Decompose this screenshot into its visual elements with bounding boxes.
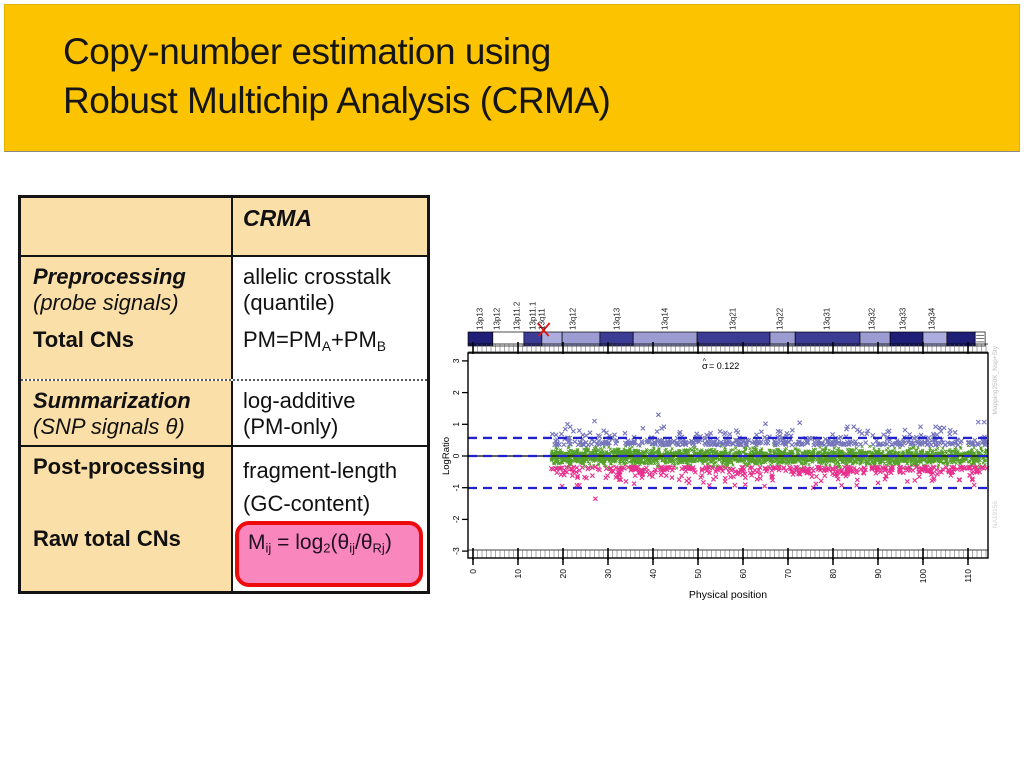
header-blank-cell bbox=[21, 198, 233, 255]
svg-text:-2: -2 bbox=[451, 515, 461, 523]
slide-title: Copy-number estimation using Robust Mult… bbox=[63, 27, 611, 125]
table-row-preprocessing: Preprocessing (probe signals) allelic cr… bbox=[21, 255, 427, 320]
svg-text:0: 0 bbox=[468, 569, 478, 574]
svg-text:13q31: 13q31 bbox=[823, 307, 832, 330]
total-cns-label: Total CNs bbox=[21, 320, 233, 379]
post-processing-label: Post-processing bbox=[21, 447, 233, 524]
formula-close: ) bbox=[384, 531, 392, 554]
preprocessing-value-line2: (quantile) bbox=[243, 289, 335, 315]
genome-logratio-chart: 13p13 13p12 13p11.2 13p11.1 13q11 13q12 13q13 1… bbox=[440, 288, 1024, 612]
svg-text:LogRatio: LogRatio bbox=[441, 437, 452, 475]
preprocessing-label: Preprocessing bbox=[33, 264, 186, 289]
svg-text:13p11.1: 13p11.1 bbox=[528, 301, 537, 330]
svg-text:10: 10 bbox=[513, 569, 523, 579]
preprocessing-value-line1: allelic crosstalk bbox=[243, 264, 391, 289]
svg-text:40: 40 bbox=[648, 569, 658, 579]
svg-text:Mapping250K_Nsp+Sty: Mapping250K_Nsp+Sty bbox=[992, 345, 999, 414]
svg-text:-3: -3 bbox=[451, 547, 461, 555]
svg-text:NA19156: NA19156 bbox=[992, 501, 999, 528]
summarization-value-line2: (PM-only) bbox=[243, 413, 339, 439]
post-processing-value-cell: fragment-length (GC-content) bbox=[233, 447, 427, 524]
formula-open: ( bbox=[330, 531, 338, 554]
preprocessing-value-cell: allelic crosstalk (quantile) bbox=[233, 257, 427, 320]
svg-text:13q21: 13q21 bbox=[729, 307, 738, 330]
formula-log-sub: 2 bbox=[323, 540, 331, 556]
svg-text:3: 3 bbox=[451, 358, 461, 363]
svg-text:60: 60 bbox=[738, 569, 748, 579]
slide-title-line2: Robust Multichip Analysis (CRMA) bbox=[63, 80, 611, 122]
header-method-cell: CRMA bbox=[233, 198, 427, 255]
total-cns-sub-b: B bbox=[376, 338, 386, 354]
total-cns-pm: PM=PM bbox=[243, 327, 322, 352]
svg-text:13q22: 13q22 bbox=[775, 307, 784, 330]
svg-text:13q32: 13q32 bbox=[868, 307, 877, 330]
svg-text:20: 20 bbox=[558, 569, 568, 579]
svg-text:^: ^ bbox=[703, 359, 707, 366]
table-row-total-cns: Total CNs PM=PMA+PMB bbox=[21, 318, 427, 379]
raw-total-cns-label: Raw total CNs bbox=[21, 519, 233, 591]
formula-theta1-sub: ij bbox=[349, 540, 355, 556]
summarization-label-cell: Summarization (SNP signals θ) bbox=[21, 381, 233, 445]
svg-text:1: 1 bbox=[451, 422, 461, 427]
svg-text:70: 70 bbox=[783, 569, 793, 579]
table-row-post-processing: Post-processing fragment-length (GC-cont… bbox=[21, 445, 427, 524]
svg-text:50: 50 bbox=[693, 569, 703, 579]
formula-theta2: θ bbox=[360, 531, 373, 554]
svg-text:110: 110 bbox=[963, 569, 973, 583]
total-cns-plus: +PM bbox=[330, 327, 377, 352]
svg-text:13p13: 13p13 bbox=[476, 307, 485, 330]
svg-text:13p11.2: 13p11.2 bbox=[513, 301, 522, 330]
svg-text:13q13: 13q13 bbox=[613, 307, 622, 330]
formula-m: M bbox=[248, 531, 266, 554]
total-cns-value-cell: PM=PMA+PMB bbox=[233, 320, 427, 379]
summarization-label: Summarization bbox=[33, 388, 191, 413]
table-header-row: CRMA bbox=[21, 198, 427, 255]
formula-eq: = log bbox=[271, 531, 324, 554]
preprocessing-note: (probe signals) bbox=[33, 289, 179, 315]
summarization-value-cell: log-additive (PM-only) bbox=[233, 381, 427, 445]
svg-text:σ: σ bbox=[702, 361, 708, 372]
svg-text:13q14: 13q14 bbox=[661, 307, 670, 330]
svg-text:= 0.122: = 0.122 bbox=[709, 361, 739, 371]
crma-comparison-table: CRMA Preprocessing (probe signals) allel… bbox=[18, 195, 430, 594]
raw-total-cns-value-cell: Mij = log2(θij/θRj) bbox=[233, 519, 427, 591]
slide-title-line1: Copy-number estimation using bbox=[63, 31, 551, 72]
table-row-raw-total-cns: Raw total CNs Mij = log2(θij/θRj) bbox=[21, 517, 427, 591]
svg-text:90: 90 bbox=[873, 569, 883, 579]
formula-m-sub: ij bbox=[265, 540, 272, 556]
svg-text:-1: -1 bbox=[451, 484, 461, 492]
summarization-note: (SNP signals θ) bbox=[33, 413, 185, 439]
formula-theta2-sub: Rj bbox=[372, 540, 385, 556]
table-row-summarization: Summarization (SNP signals θ) log-additi… bbox=[21, 379, 427, 445]
svg-text:13q33: 13q33 bbox=[899, 307, 908, 330]
svg-text:80: 80 bbox=[828, 569, 838, 579]
preprocessing-label-cell: Preprocessing (probe signals) bbox=[21, 257, 233, 320]
svg-text:13p12: 13p12 bbox=[492, 307, 501, 330]
post-processing-value-line2: (GC-content) bbox=[243, 491, 371, 516]
svg-text:30: 30 bbox=[603, 569, 613, 579]
svg-text:13q11: 13q11 bbox=[537, 308, 546, 330]
genome-logratio-plot-svg: 13p13 13p12 13p11.2 13p11.1 13q11 13q12 13q13 1… bbox=[441, 301, 999, 601]
svg-text:13q12: 13q12 bbox=[568, 307, 577, 330]
svg-text:13q34: 13q34 bbox=[928, 307, 937, 330]
total-cns-sub-a: A bbox=[321, 338, 331, 354]
post-processing-value-line1: fragment-length bbox=[243, 458, 398, 483]
svg-text:100: 100 bbox=[918, 569, 928, 583]
formula-slash: / bbox=[355, 531, 361, 554]
svg-text:Physical position: Physical position bbox=[689, 589, 767, 601]
svg-text:2: 2 bbox=[451, 390, 461, 395]
formula-theta1: θ bbox=[337, 531, 350, 554]
summarization-value-line1: log-additive bbox=[243, 388, 356, 413]
svg-text:0: 0 bbox=[451, 453, 461, 458]
title-banner: Copy-number estimation using Robust Mult… bbox=[4, 4, 1020, 152]
raw-cn-formula-box: Mij = log2(θij/θRj) bbox=[235, 521, 423, 587]
